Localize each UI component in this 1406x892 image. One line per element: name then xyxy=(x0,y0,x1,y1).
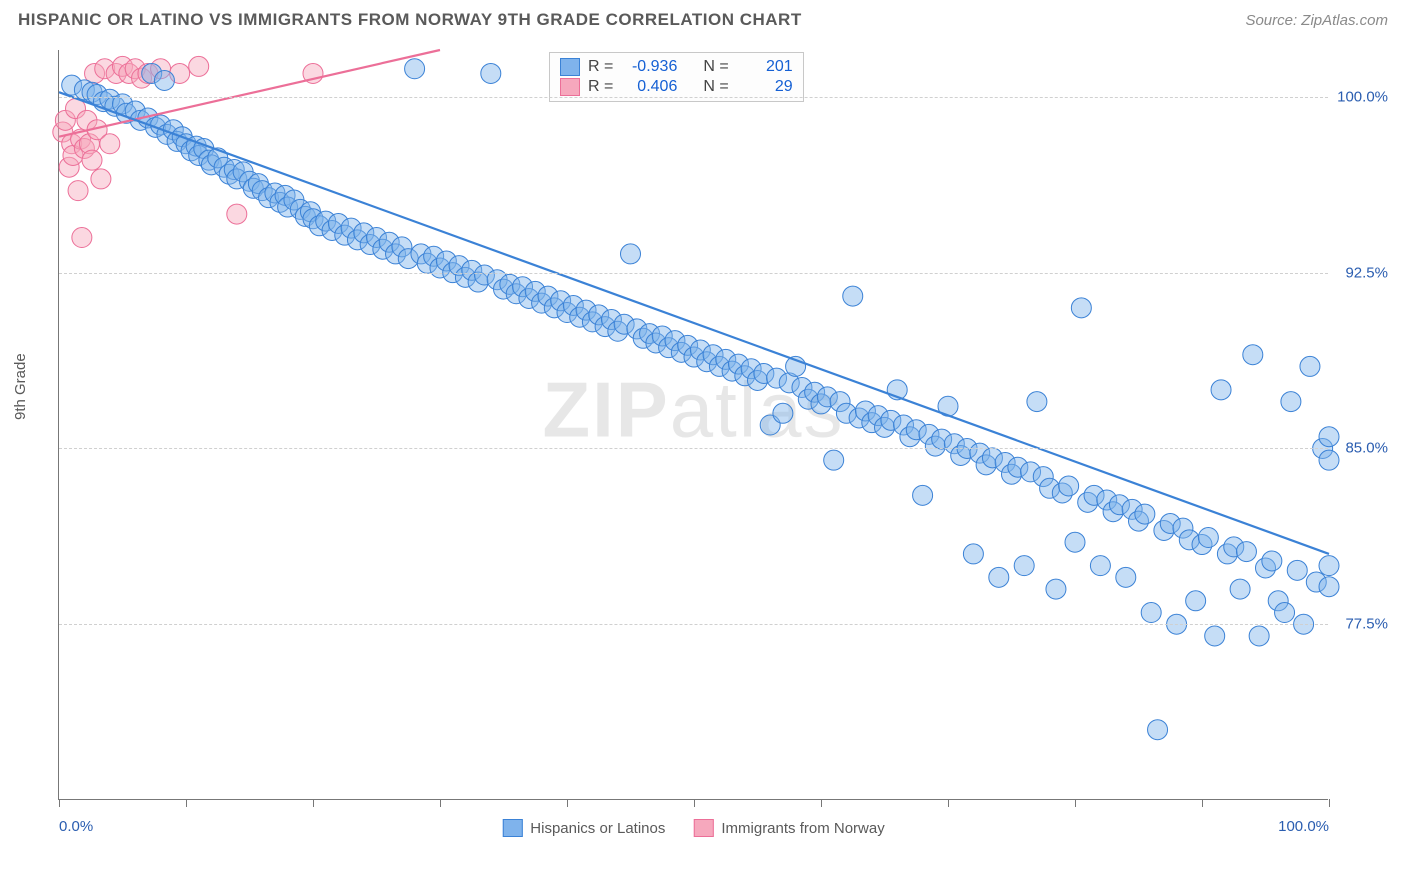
data-point xyxy=(1059,476,1079,496)
gridline xyxy=(59,273,1328,274)
data-point xyxy=(1319,450,1339,470)
n-label-1: N = xyxy=(703,58,728,76)
r-value-2: 0.406 xyxy=(621,78,677,96)
data-point xyxy=(154,70,174,90)
x-tick xyxy=(440,799,441,807)
n-value-1: 201 xyxy=(737,58,793,76)
data-point xyxy=(621,244,641,264)
n-label-2: N = xyxy=(703,78,728,96)
chart-title: HISPANIC OR LATINO VS IMMIGRANTS FROM NO… xyxy=(18,10,802,30)
data-point xyxy=(1205,626,1225,646)
x-tick xyxy=(1202,799,1203,807)
data-point xyxy=(1262,551,1282,571)
data-point xyxy=(1287,560,1307,580)
stats-legend-box: R = -0.936 N = 201 R = 0.406 N = 29 xyxy=(549,52,804,102)
stats-row-2: R = 0.406 N = 29 xyxy=(560,77,793,97)
y-tick-label: 85.0% xyxy=(1345,440,1388,457)
data-point xyxy=(773,403,793,423)
data-point xyxy=(100,134,120,154)
x-tick xyxy=(186,799,187,807)
data-point xyxy=(1135,504,1155,524)
data-point xyxy=(913,485,933,505)
x-tick xyxy=(313,799,314,807)
x-tick-label: 100.0% xyxy=(1278,818,1329,835)
data-point xyxy=(1065,532,1085,552)
data-point xyxy=(1090,556,1110,576)
data-point xyxy=(1046,579,1066,599)
gridline xyxy=(59,448,1328,449)
x-tick xyxy=(1075,799,1076,807)
data-point xyxy=(227,204,247,224)
legend-swatch-2 xyxy=(693,819,713,837)
data-point xyxy=(1148,720,1168,740)
swatch-series-1 xyxy=(560,58,580,76)
data-point xyxy=(1275,603,1295,623)
data-point xyxy=(1319,556,1339,576)
data-point xyxy=(989,567,1009,587)
y-tick-label: 77.5% xyxy=(1345,616,1388,633)
data-point xyxy=(843,286,863,306)
data-point xyxy=(1141,603,1161,623)
data-point xyxy=(1116,567,1136,587)
legend-label-1: Hispanics or Latinos xyxy=(530,820,665,837)
data-point xyxy=(189,56,209,76)
data-point xyxy=(1211,380,1231,400)
data-point xyxy=(405,59,425,79)
scatter-svg xyxy=(59,50,1328,799)
data-point xyxy=(82,150,102,170)
gridline xyxy=(59,97,1328,98)
r-label-2: R = xyxy=(588,78,613,96)
legend-swatch-1 xyxy=(502,819,522,837)
data-point xyxy=(1243,345,1263,365)
data-point xyxy=(1319,427,1339,447)
data-point xyxy=(824,450,844,470)
stats-row-1: R = -0.936 N = 201 xyxy=(560,57,793,77)
bottom-legend: Hispanics or Latinos Immigrants from Nor… xyxy=(502,819,884,837)
legend-item-2: Immigrants from Norway xyxy=(693,819,884,837)
x-tick xyxy=(59,799,60,807)
data-point xyxy=(1230,579,1250,599)
y-tick-label: 92.5% xyxy=(1345,264,1388,281)
x-tick xyxy=(1329,799,1330,807)
data-point xyxy=(963,544,983,564)
chart-plot-area: ZIPatlas R = -0.936 N = 201 R = 0.406 N … xyxy=(58,50,1328,800)
data-point xyxy=(1198,528,1218,548)
x-tick xyxy=(821,799,822,807)
y-tick-label: 100.0% xyxy=(1337,88,1388,105)
r-value-1: -0.936 xyxy=(621,58,677,76)
data-point xyxy=(1281,392,1301,412)
n-value-2: 29 xyxy=(737,78,793,96)
data-point xyxy=(1300,356,1320,376)
x-tick-label: 0.0% xyxy=(59,818,93,835)
gridline xyxy=(59,624,1328,625)
trend-line xyxy=(59,92,1329,554)
data-point xyxy=(1186,591,1206,611)
legend-item-1: Hispanics or Latinos xyxy=(502,819,665,837)
x-tick xyxy=(948,799,949,807)
swatch-series-2 xyxy=(560,78,580,96)
legend-label-2: Immigrants from Norway xyxy=(721,820,884,837)
x-tick xyxy=(567,799,568,807)
data-point xyxy=(481,63,501,83)
data-point xyxy=(1071,298,1091,318)
data-point xyxy=(68,181,88,201)
y-axis-label: 9th Grade xyxy=(12,353,29,420)
data-point xyxy=(1236,542,1256,562)
x-tick xyxy=(694,799,695,807)
data-point xyxy=(72,228,92,248)
data-point xyxy=(91,169,111,189)
r-label-1: R = xyxy=(588,58,613,76)
source-credit: Source: ZipAtlas.com xyxy=(1245,12,1388,29)
data-point xyxy=(1249,626,1269,646)
data-point xyxy=(1027,392,1047,412)
data-point xyxy=(1319,577,1339,597)
data-point xyxy=(1014,556,1034,576)
